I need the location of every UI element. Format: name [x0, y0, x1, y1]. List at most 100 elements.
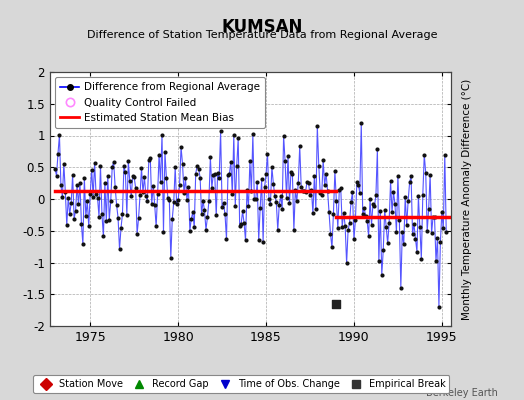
Point: [441, 152, 449, 158]
Point: [191, 170, 200, 177]
Point: [382, 224, 390, 230]
Legend: Difference from Regional Average, Quality Control Failed, Estimated Station Mean: Difference from Regional Average, Qualit…: [55, 77, 265, 128]
Point: [124, 158, 133, 164]
Point: [316, 190, 324, 196]
Point: [146, 155, 155, 161]
Point: [351, 217, 359, 224]
Point: [260, 184, 269, 191]
Point: [60, 161, 68, 167]
Point: [216, 128, 225, 135]
Point: [64, 194, 72, 201]
Point: [80, 175, 89, 182]
Point: [265, 196, 273, 202]
Point: [76, 180, 84, 186]
Point: [171, 164, 179, 170]
Point: [366, 196, 374, 202]
Point: [284, 153, 292, 159]
Point: [332, 300, 341, 307]
Point: [417, 256, 425, 262]
Point: [307, 187, 315, 194]
Point: [404, 197, 412, 204]
Point: [288, 171, 297, 177]
Point: [332, 198, 341, 204]
Point: [211, 171, 219, 177]
Point: [419, 192, 427, 198]
Point: [158, 132, 166, 138]
Point: [247, 188, 256, 194]
Point: [132, 185, 140, 191]
Point: [145, 157, 153, 164]
Point: [199, 198, 207, 204]
Point: [262, 171, 270, 178]
Point: [174, 197, 182, 204]
Point: [323, 188, 332, 194]
Point: [379, 247, 387, 254]
Point: [281, 158, 289, 164]
Point: [194, 166, 203, 172]
Point: [329, 210, 337, 217]
Point: [297, 184, 305, 190]
Point: [270, 193, 279, 199]
Point: [118, 211, 127, 217]
Point: [136, 192, 144, 198]
Point: [155, 152, 163, 158]
Point: [342, 260, 351, 266]
Point: [227, 158, 235, 165]
Point: [189, 209, 197, 216]
Point: [430, 214, 439, 220]
Point: [83, 198, 92, 204]
Point: [74, 201, 83, 208]
Point: [221, 211, 229, 218]
Point: [303, 178, 311, 185]
Point: [410, 221, 418, 228]
Point: [55, 132, 63, 138]
Point: [279, 132, 288, 139]
Point: [296, 143, 304, 149]
Point: [170, 199, 178, 206]
Point: [66, 211, 74, 217]
Point: [62, 222, 71, 228]
Point: [356, 190, 364, 196]
Point: [314, 162, 323, 169]
Point: [400, 241, 408, 248]
Point: [159, 229, 168, 236]
Point: [117, 225, 125, 232]
Point: [108, 164, 116, 170]
Point: [411, 236, 420, 242]
Point: [190, 224, 199, 230]
Point: [362, 213, 370, 219]
Point: [200, 207, 209, 214]
Point: [392, 229, 401, 235]
Point: [408, 231, 417, 237]
Point: [225, 170, 234, 177]
Point: [442, 228, 451, 235]
Point: [378, 272, 386, 278]
Point: [328, 244, 336, 251]
Point: [181, 175, 190, 182]
Point: [105, 216, 114, 223]
Point: [394, 172, 402, 179]
Point: [244, 203, 253, 210]
Point: [360, 205, 368, 212]
Point: [344, 227, 352, 234]
Point: [172, 201, 181, 208]
Point: [139, 189, 147, 196]
Point: [165, 197, 173, 203]
Point: [257, 176, 266, 182]
Point: [268, 164, 276, 170]
Point: [350, 236, 358, 242]
Point: [242, 237, 250, 244]
Point: [252, 196, 260, 202]
Point: [127, 193, 135, 199]
Point: [148, 200, 156, 207]
Point: [235, 223, 244, 229]
Point: [384, 240, 392, 246]
Point: [58, 193, 67, 200]
Point: [168, 216, 177, 222]
Point: [421, 170, 430, 176]
Point: [310, 173, 319, 179]
Point: [277, 193, 285, 199]
Point: [435, 303, 443, 310]
Point: [300, 188, 308, 194]
Point: [71, 208, 80, 214]
